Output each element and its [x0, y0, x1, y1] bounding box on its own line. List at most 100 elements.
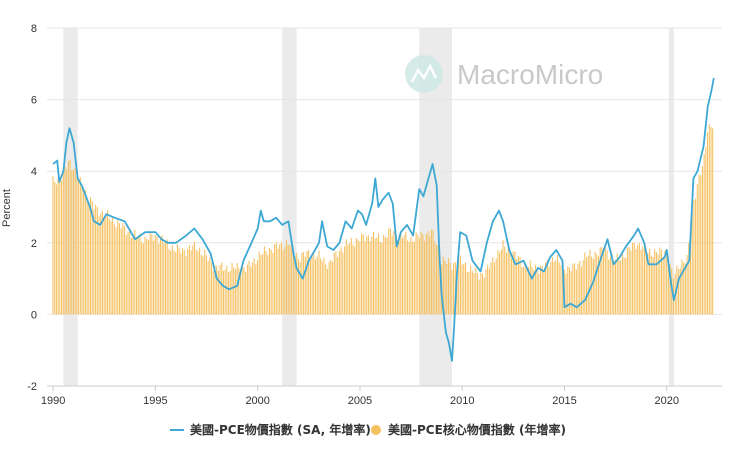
core-pce-bar-5 — [61, 180, 63, 315]
core-pce-bar-292 — [550, 262, 552, 315]
core-pce-bar-145 — [299, 261, 301, 315]
core-pce-bar-262 — [499, 252, 501, 315]
core-pce-bar-263 — [500, 249, 502, 315]
core-pce-bar-347 — [643, 242, 646, 315]
core-pce-bar-61 — [156, 236, 158, 315]
core-pce-bar-254 — [485, 269, 487, 315]
core-pce-bar-150 — [308, 250, 310, 315]
core-pce-bar-255 — [487, 264, 489, 315]
core-pce-bar-40 — [120, 228, 122, 315]
core-pce-bar-108 — [236, 263, 238, 315]
core-pce-bar-30 — [103, 217, 105, 315]
core-pce-bar-51 — [139, 233, 141, 315]
core-pce-bar-158 — [321, 261, 323, 315]
core-pce-bar-178 — [355, 238, 357, 315]
core-pce-bar-220 — [427, 231, 429, 315]
y-tick-label-0: 0 — [31, 309, 37, 321]
recession-band-1 — [282, 28, 297, 386]
core-pce-bar-241 — [463, 264, 465, 315]
core-pce-bar-147 — [303, 251, 305, 315]
core-pce-bar-21 — [88, 202, 90, 315]
core-pce-bar-302 — [567, 266, 569, 315]
core-pce-bar-13 — [74, 168, 76, 315]
core-pce-bar-259 — [493, 262, 496, 315]
core-pce-bar-266 — [505, 252, 507, 315]
core-pce-bar-122 — [260, 255, 262, 315]
core-pce-bar-354 — [655, 252, 657, 315]
core-pce-bar-207 — [405, 231, 407, 315]
core-pce-bar-307 — [575, 269, 577, 315]
core-pce-bar-205 — [401, 238, 403, 315]
pce-line — [52, 77, 715, 362]
core-pce-bar-165 — [333, 252, 335, 315]
core-pce-bar-141 — [292, 249, 294, 315]
core-pce-bar-341 — [633, 242, 635, 315]
core-pce-bar-329 — [613, 261, 615, 315]
core-pce-bar-63 — [159, 238, 161, 315]
core-pce-bar-226 — [437, 244, 439, 315]
core-pce-bar-284 — [536, 269, 538, 315]
recession-band-3 — [668, 28, 674, 386]
core-pce-bar-243 — [466, 271, 468, 315]
core-pce-bar-34 — [110, 221, 112, 315]
core-pce-bar-344 — [638, 242, 640, 315]
core-pce-bar-26 — [96, 207, 98, 315]
core-pce-bar-379 — [698, 174, 700, 315]
core-pce-bar-360 — [666, 248, 668, 315]
core-pce-bar-151 — [309, 259, 311, 315]
y-tick-label-6: 6 — [31, 95, 37, 107]
core-pce-bar-193 — [381, 242, 383, 315]
core-pce-bar-212 — [413, 241, 415, 315]
core-pce-bar-352 — [652, 257, 654, 315]
core-pce-bar-64 — [161, 235, 163, 315]
x-tick-label-1995: 1995 — [143, 395, 167, 407]
legend-item-pce[interactable]: 美國-PCE物價指數 (SA, 年增率) — [170, 422, 371, 437]
macromicro-logo-icon — [405, 55, 443, 93]
legend-item-core-pce[interactable]: 美國-PCE核心物價指數 (年增率) — [371, 422, 566, 437]
core-pce-bar-222 — [430, 229, 432, 315]
core-pce-bar-314 — [587, 255, 589, 315]
core-pce-bar-346 — [642, 246, 644, 315]
core-pce-bar-238 — [458, 258, 460, 315]
core-pce-bar-7 — [64, 166, 66, 315]
core-pce-bar-14 — [76, 177, 78, 315]
core-pce-bar-117 — [251, 262, 253, 315]
core-pce-bar-287 — [541, 265, 543, 315]
core-pce-bar-41 — [122, 222, 124, 315]
core-pce-bar-374 — [689, 233, 692, 315]
core-pce-bar-286 — [539, 266, 542, 315]
core-pce-bar-182 — [362, 234, 364, 315]
core-pce-bar-89 — [204, 249, 206, 315]
core-pce-bar-45 — [129, 230, 131, 315]
core-pce-bar-83 — [193, 241, 196, 315]
core-pce-bar-231 — [446, 264, 448, 315]
core-pce-bar-230 — [444, 260, 446, 315]
core-pce-bar-32 — [107, 210, 109, 315]
core-pce-bar-110 — [239, 273, 242, 315]
core-pce-bar-163 — [330, 260, 332, 315]
core-pce-bar-304 — [570, 271, 572, 315]
core-pce-bar-303 — [568, 267, 571, 315]
core-pce-bar-134 — [280, 242, 282, 315]
core-pce-bar-293 — [551, 257, 553, 315]
core-pce-bar-65 — [163, 243, 165, 315]
core-pce-bar-367 — [678, 269, 680, 315]
core-pce-bar-211 — [412, 241, 414, 315]
core-pce-bar-202 — [396, 240, 398, 315]
core-pce-bar-60 — [154, 235, 156, 315]
legend[interactable]: 美國-PCE物價指數 (SA, 年增率) 美國-PCE核心物價指數 (年增率) — [170, 422, 566, 437]
core-pce-bar-97 — [217, 270, 219, 315]
core-pce-bar-309 — [579, 261, 581, 315]
core-pce-bar-101 — [224, 269, 226, 315]
core-pce-bar-291 — [548, 266, 550, 315]
core-pce-bar-335 — [623, 257, 625, 315]
y-axis-label: Percent — [1, 189, 13, 227]
core-pce-bar-233 — [449, 262, 451, 315]
watermark-text: MacroMicro — [457, 59, 603, 90]
core-pce-bar-376 — [693, 200, 695, 315]
core-pce-bar-173 — [347, 244, 349, 315]
core-pce-bar-79 — [187, 248, 189, 315]
core-pce-bar-334 — [621, 253, 623, 315]
x-tick-label-2000: 2000 — [245, 395, 269, 407]
core-pce-bar-181 — [361, 233, 363, 315]
